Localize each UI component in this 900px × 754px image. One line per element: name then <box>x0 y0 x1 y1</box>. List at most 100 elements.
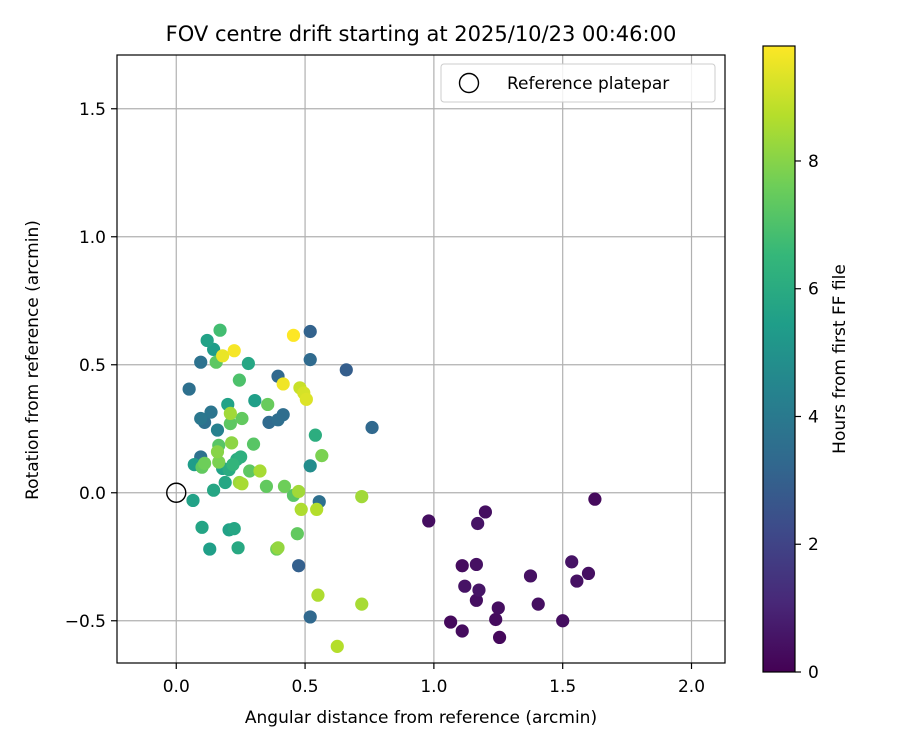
data-point <box>469 593 483 607</box>
data-point <box>570 574 584 588</box>
data-point <box>203 542 217 556</box>
data-point <box>303 459 317 473</box>
data-point <box>455 559 469 573</box>
data-point <box>204 405 218 419</box>
data-point <box>471 516 485 531</box>
data-point <box>227 344 241 358</box>
data-point <box>303 610 317 624</box>
data-point <box>241 356 255 371</box>
data-point <box>290 527 304 541</box>
x-tick-label: 2.0 <box>678 677 705 697</box>
data-point <box>225 436 239 450</box>
y-tick-label: 1.5 <box>79 100 106 120</box>
data-point <box>271 413 285 427</box>
data-point <box>292 559 306 573</box>
colorbar: 0 2 4 6 8 Hours from first FF file <box>762 45 850 683</box>
data-point <box>261 397 275 412</box>
x-axis-label: Angular distance from reference (arcmin) <box>245 708 597 728</box>
colorbar-gradient <box>762 45 796 673</box>
colorbar-tick-label: 0 <box>808 663 819 683</box>
data-point <box>271 541 285 555</box>
chart-title: FOV centre drift starting at 2025/10/23 … <box>166 22 677 46</box>
data-point <box>210 423 225 437</box>
colorbar-tick-label: 4 <box>808 407 819 427</box>
y-axis-label: Rotation from reference (arcmin) <box>23 220 43 500</box>
data-point <box>243 464 257 478</box>
data-point <box>444 615 458 629</box>
data-point <box>235 411 249 426</box>
y-tick-label: 1.0 <box>79 228 106 248</box>
data-point <box>489 612 503 627</box>
colorbar-label: Hours from first FF file <box>830 264 850 454</box>
colorbar-tick-label: 2 <box>808 535 819 555</box>
data-point <box>469 557 483 572</box>
colorbar-tick-label: 6 <box>808 280 819 300</box>
data-point <box>227 522 241 536</box>
data-point <box>556 614 570 628</box>
data-point <box>210 445 225 459</box>
data-point <box>303 353 317 367</box>
data-point <box>472 583 486 597</box>
data-point <box>588 492 602 506</box>
data-point <box>248 394 262 408</box>
reference-platepar-marker <box>166 482 187 503</box>
legend: Reference platepar <box>440 63 716 103</box>
data-point <box>311 588 325 602</box>
data-point <box>492 630 507 645</box>
y-tick-label: 0.0 <box>79 484 106 504</box>
y-axis-ticks: −0.5 0.0 0.5 1.0 1.5 <box>65 100 117 632</box>
data-point <box>303 324 317 339</box>
data-point <box>286 328 301 342</box>
data-point <box>292 484 306 499</box>
data-point <box>491 601 505 615</box>
data-point <box>523 569 538 583</box>
data-point <box>277 479 292 493</box>
y-tick-label: −0.5 <box>65 612 106 632</box>
x-tick-label: 0.5 <box>292 677 319 697</box>
data-point <box>194 355 208 369</box>
reference-point-circle <box>166 482 187 503</box>
x-tick-label: 0.0 <box>163 677 190 697</box>
colorbar-ticks: 0 2 4 6 8 <box>795 152 819 683</box>
data-point <box>455 624 469 638</box>
data-point <box>365 420 379 435</box>
data-point <box>259 479 274 493</box>
data-point <box>218 475 232 490</box>
data-point <box>207 483 221 497</box>
data-point <box>294 502 308 516</box>
data-point <box>330 639 344 653</box>
data-point <box>253 464 267 478</box>
data-point <box>200 333 214 348</box>
data-points <box>182 323 602 653</box>
data-point <box>231 541 245 555</box>
data-point <box>212 455 226 469</box>
data-point <box>565 555 579 569</box>
data-point <box>355 490 369 504</box>
data-point <box>422 514 436 528</box>
data-point <box>355 597 369 611</box>
data-point <box>195 520 209 534</box>
data-point <box>186 493 200 508</box>
data-point <box>299 392 313 406</box>
data-point <box>308 428 322 442</box>
data-point <box>194 411 208 426</box>
data-point <box>216 349 230 363</box>
data-point <box>235 477 249 491</box>
data-point <box>276 377 290 391</box>
grid-lines <box>117 55 725 663</box>
data-point <box>213 323 227 337</box>
legend-box <box>440 63 716 103</box>
legend-label: Reference platepar <box>507 74 669 94</box>
y-tick-label: 0.5 <box>79 356 106 376</box>
x-tick-label: 1.0 <box>420 677 447 697</box>
data-point <box>478 505 493 519</box>
x-axis-ticks: 0.0 0.5 1.0 1.5 2.0 <box>163 663 705 697</box>
data-point <box>310 502 324 516</box>
data-point <box>182 382 196 396</box>
data-point <box>246 437 261 451</box>
data-point <box>223 406 237 420</box>
data-point <box>223 417 237 431</box>
data-point <box>339 363 353 377</box>
